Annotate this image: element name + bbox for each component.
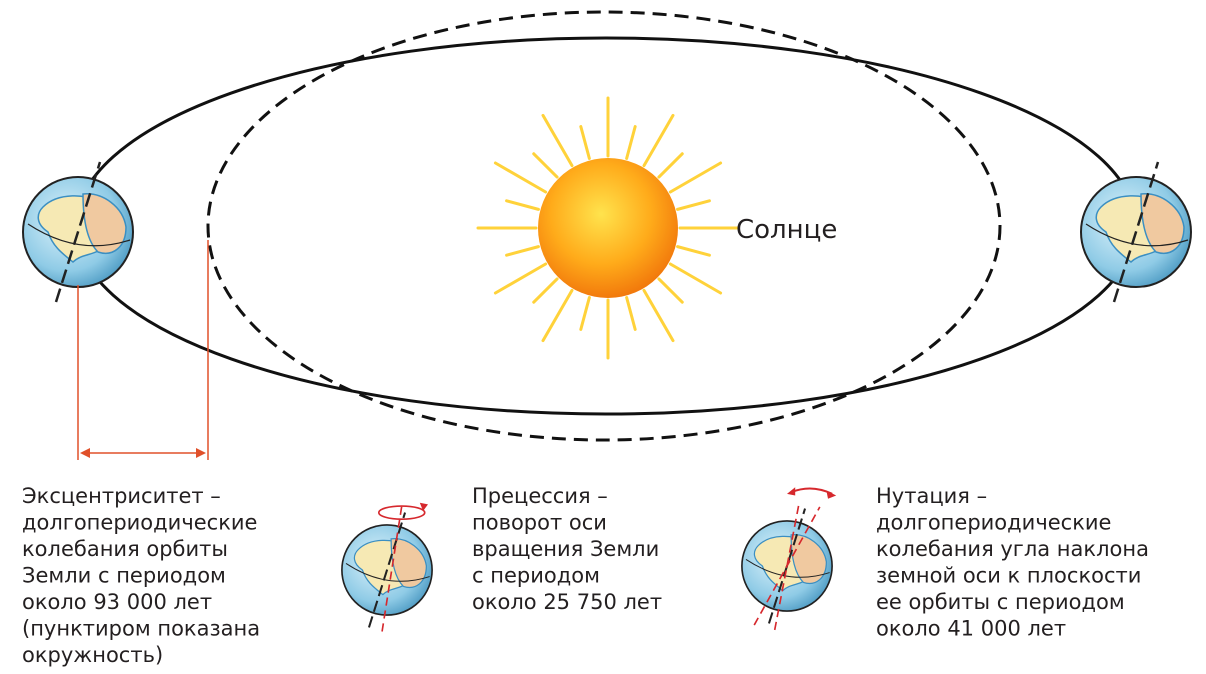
sun-ray [532, 277, 559, 304]
caption-line: Нутация – [876, 484, 987, 508]
caption-line: ее орбиты с периодом [876, 590, 1125, 614]
sun-ray [668, 262, 723, 295]
caption-line: (пунктиром показана [22, 617, 260, 641]
sun [476, 96, 740, 360]
sun-ray [625, 296, 637, 331]
sun-ray [579, 296, 591, 331]
sun-label: Солнце [736, 215, 837, 245]
sun-ray [505, 245, 540, 257]
sun-ray [657, 277, 684, 304]
sun-ray [505, 199, 540, 211]
sun-ray [541, 288, 574, 343]
sun-ray [676, 245, 711, 257]
caption-line: колебания угла наклона [876, 537, 1149, 561]
earth-left [21, 160, 135, 304]
sun-ray [676, 199, 711, 211]
sun-ray [668, 161, 723, 194]
caption-line: около 93 000 лет [22, 590, 212, 614]
sun-ray [579, 125, 591, 160]
sun-ray [657, 152, 684, 179]
circle-orbit [206, 10, 1002, 442]
nutation-globe [740, 487, 837, 631]
earth-right [1079, 160, 1193, 304]
caption-line: Прецессия – [472, 484, 608, 508]
caption-line: колебания орбиты [22, 537, 228, 561]
caption-line: Эксцентриситет – [22, 484, 221, 508]
sun-ray [642, 113, 675, 168]
caption-line: около 25 750 лет [472, 590, 662, 614]
caption-line: Земли с периодом [22, 564, 226, 588]
caption-line: вращения Земли [472, 537, 659, 561]
caption-line: земной оси к плоскости [876, 564, 1141, 588]
caption-line: окружность) [22, 643, 163, 667]
sun-ray [625, 125, 637, 160]
eccentricity-bracket [77, 240, 209, 460]
caption-line: около 41 000 лет [876, 617, 1066, 641]
caption-line: долгопериодические [876, 511, 1111, 535]
caption-line: долгопериодические [22, 511, 257, 535]
precession-globe [340, 502, 434, 632]
sun-ray [493, 161, 548, 194]
sun-ray [642, 288, 675, 343]
sun-ray [532, 152, 559, 179]
caption-line: поворот оси [472, 511, 607, 535]
sun-ray [541, 113, 574, 168]
captions: Эксцентриситет –долгопериодическиеколеба… [22, 484, 1149, 667]
caption-line: с периодом [472, 564, 600, 588]
sun-ray [493, 262, 548, 295]
